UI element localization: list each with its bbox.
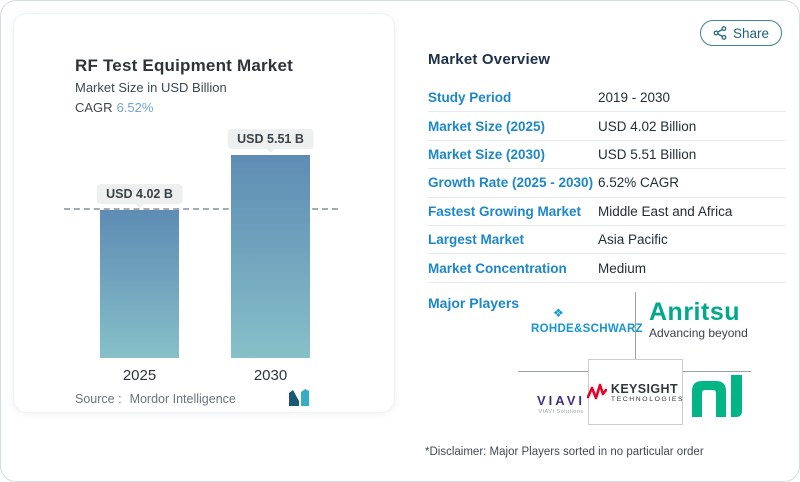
- rohde-schwarz-name: ROHDE&SCHWARZ: [531, 323, 643, 335]
- chart-cagr: CAGR 6.52%: [75, 100, 153, 115]
- source-label: Source :: [75, 392, 122, 406]
- table-row: Largest Market Asia Pacific: [428, 226, 786, 255]
- row-label: Market Concentration: [428, 260, 567, 276]
- overview-heading: Market Overview: [428, 51, 551, 68]
- row-value: Asia Pacific: [598, 232, 668, 248]
- reference-dashed-line: [64, 208, 338, 210]
- row-value: 6.52% CAGR: [598, 175, 680, 191]
- cagr-value: 6.52%: [116, 100, 154, 115]
- anritsu-tagline: Advancing beyond: [649, 326, 748, 340]
- chart-subtitle: Market Size in USD Billion: [75, 80, 227, 95]
- bar-value-label: USD 4.02 B: [96, 184, 183, 208]
- row-value: Middle East and Africa: [598, 203, 733, 219]
- keysight-spark-icon: [586, 383, 607, 400]
- x-axis-label: 2025: [122, 367, 157, 384]
- chart-card: RF Test Equipment Market Market Size in …: [13, 13, 395, 413]
- table-row: Growth Rate (2025 - 2030) 6.52% CAGR: [428, 169, 786, 198]
- row-value: USD 4.02 Billion: [598, 118, 697, 134]
- rohde-schwarz-logo: ❖ ROHDE&SCHWARZ: [531, 307, 643, 337]
- share-icon: [713, 26, 727, 40]
- divider-vertical: [635, 292, 636, 359]
- x-axis-label: 2030: [253, 367, 288, 384]
- source-row: Source : Mordor Intelligence: [75, 392, 236, 406]
- keysight-name: KEYSIGHT: [610, 381, 678, 396]
- viavi-name: VIAVI: [537, 393, 585, 408]
- bar-2025: [100, 210, 179, 358]
- row-label: Study Period: [428, 90, 512, 106]
- bar-chart: USD 4.02 B 2025 USD 5.51 B 2030: [14, 14, 394, 412]
- mordor-intelligence-logo: [289, 389, 309, 406]
- table-row: Market Size (2025) USD 4.02 Billion: [428, 112, 786, 141]
- table-row: Fastest Growing Market Middle East and Af…: [428, 198, 786, 226]
- divider-horizontal-left: [518, 371, 588, 372]
- row-value: 2019 - 2030: [598, 90, 671, 106]
- row-value: Medium: [598, 260, 647, 276]
- table-row: Market Concentration Medium: [428, 254, 786, 283]
- keysight-sub: TECHNOLOGIES: [610, 395, 685, 403]
- row-label: Market Size (2025): [428, 118, 546, 134]
- share-label: Share: [732, 25, 770, 41]
- disclaimer-text: *Disclaimer: Major Players sorted in no …: [425, 446, 704, 458]
- share-button[interactable]: Share: [700, 20, 782, 46]
- ni-logo: [692, 375, 742, 417]
- row-label: Growth Rate (2025 - 2030): [428, 175, 594, 191]
- row-value: USD 5.51 Billion: [598, 146, 697, 162]
- bar-2030: [231, 155, 310, 358]
- row-label: Largest Market: [428, 232, 525, 248]
- viavi-logo: VIAVI VIAVI Solutions: [537, 393, 585, 415]
- bar-value-label: USD 5.51 B: [227, 129, 314, 153]
- major-players-label: Major Players: [428, 295, 520, 311]
- source-name: Mordor Intelligence: [129, 392, 236, 406]
- row-label: Market Size (2030): [428, 146, 546, 162]
- keysight-logo-box: KEYSIGHT TECHNOLOGIES: [586, 359, 685, 425]
- table-row: Market Size (2030) USD 5.51 Billion: [428, 141, 786, 170]
- table-row: Study Period 2019 - 2030: [428, 84, 786, 113]
- viavi-tagline: VIAVI Solutions: [538, 409, 584, 415]
- overview-table: Study Period 2019 - 2030 Market Size (2025…: [428, 84, 786, 283]
- divider-horizontal-right: [683, 371, 751, 372]
- anritsu-name: Anritsu: [649, 298, 740, 326]
- row-label: Fastest Growing Market: [428, 203, 582, 219]
- anritsu-logo: Anritsu Advancing beyond: [649, 299, 748, 340]
- chart-title: RF Test Equipment Market: [75, 56, 293, 75]
- rohde-schwarz-diamond-icon: ❖: [553, 306, 564, 320]
- cagr-label: CAGR: [75, 100, 113, 115]
